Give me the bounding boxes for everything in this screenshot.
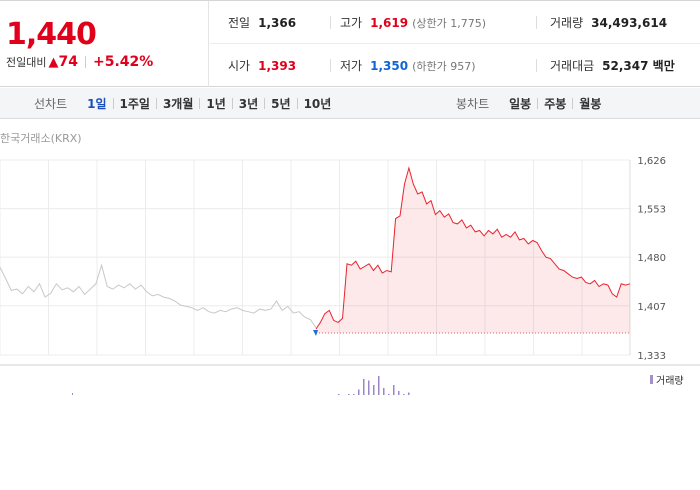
today-area-fill [316, 168, 630, 334]
volume-bar [378, 376, 380, 395]
chart-tabs-bar: 선차트 1일 1주일 3개월 1년 3년 5년 10년 봉차트 일봉 주봉 월봉 [0, 88, 700, 119]
volume-legend-label: 거래량 [656, 376, 684, 387]
trade-value-value: 52,347 백만 [602, 59, 675, 73]
tab-5y[interactable]: 5년 [271, 97, 291, 111]
candle-chart-title: 봉차트 [456, 97, 490, 111]
divider [537, 98, 539, 109]
data-source-label: 한국거래소(KRX) [0, 132, 82, 145]
volume-bar [368, 380, 370, 395]
divider [572, 98, 574, 109]
divider [112, 98, 114, 109]
line-chart-tabs: 선차트 1일 1주일 3개월 1년 3년 5년 10년 [34, 88, 337, 119]
volume-bar [353, 394, 355, 395]
low-cell: 저가 1,350 (하한가 957) [340, 44, 476, 87]
volume-bar [403, 394, 405, 395]
volume-label: 거래량 [550, 16, 584, 30]
low-value: 1,350 [370, 58, 409, 73]
volume-bar [398, 391, 400, 395]
high-label: 고가 [340, 16, 363, 30]
change-label: 전일대비 [6, 56, 47, 69]
candle-chart-tabs: 봉차트 일봉 주봉 월봉 [456, 88, 607, 119]
up-arrow-icon: ▲ [48, 54, 59, 70]
tab-1w[interactable]: 1주일 [119, 97, 150, 111]
high-cell: 고가 1,619 (상한가 1,775) [340, 1, 486, 44]
volume-bar [408, 392, 410, 395]
volume-cell: 거래량 34,493,614 [550, 1, 667, 44]
y-tick-label: 1,480 [637, 253, 666, 264]
divider [296, 98, 298, 109]
quote-header: 1,440 전일대비 ▲ 74 +5.42% 전일 1,366 고가 1,619… [0, 0, 700, 87]
previous-session-line [0, 263, 317, 328]
line-chart-title: 선차트 [34, 97, 68, 111]
divider [330, 16, 331, 29]
volume-bar [363, 379, 365, 395]
volume-legend: 거래량 [650, 372, 684, 387]
divider [231, 98, 233, 109]
trade-value-cell: 거래대금 52,347 백만 [550, 44, 675, 87]
divider [264, 98, 266, 109]
volume-bar [388, 394, 390, 395]
tab-weekly[interactable]: 주봉 [544, 97, 567, 111]
volume-swatch-icon [650, 375, 653, 384]
y-tick-label: 1,626 [637, 156, 666, 167]
prev-close-value: 1,366 [258, 15, 297, 30]
price-summary: 1,440 전일대비 ▲ 74 +5.42% [0, 1, 209, 87]
open-value: 1,393 [258, 58, 297, 73]
info-row-1: 전일 1,366 고가 1,619 (상한가 1,775) 거래량 34,493… [210, 1, 700, 44]
tab-10y[interactable]: 10년 [303, 97, 332, 111]
prev-close-label: 전일 [228, 16, 251, 30]
divider [330, 59, 331, 72]
change-value: 74 [58, 54, 78, 70]
volume-bar [393, 385, 395, 395]
lower-limit: (하한가 957) [412, 59, 476, 73]
divider [155, 98, 157, 109]
volume-value: 34,493,614 [591, 15, 668, 30]
quote-info-table: 전일 1,366 고가 1,619 (상한가 1,775) 거래량 34,493… [210, 1, 700, 87]
info-row-2: 시가 1,393 저가 1,350 (하한가 957) 거래대금 52,347 … [210, 44, 700, 87]
tab-monthly[interactable]: 월봉 [579, 97, 602, 111]
price-chart: 1,333 1,407 1,480 1,553 1,626 [0, 156, 700, 395]
high-value: 1,619 [370, 15, 409, 30]
divider [199, 98, 201, 109]
open-cell: 시가 1,393 [228, 44, 296, 87]
divider [536, 16, 537, 29]
volume-bar [373, 385, 375, 395]
volume-bar [383, 388, 385, 395]
tab-3m[interactable]: 3개월 [162, 97, 194, 111]
low-marker [313, 330, 318, 337]
volume-bar [338, 394, 340, 395]
volume-bar [348, 394, 350, 395]
tab-daily[interactable]: 일봉 [509, 97, 532, 111]
y-tick-label: 1,333 [637, 351, 666, 362]
divider [536, 59, 537, 72]
change-row: 전일대비 ▲ 74 +5.42% [6, 54, 153, 70]
divider [84, 56, 86, 68]
current-price: 1,440 [6, 17, 97, 52]
volume-bar [358, 389, 360, 395]
today-price-line [315, 166, 631, 330]
tab-1d[interactable]: 1일 [87, 97, 107, 111]
tab-3y[interactable]: 3년 [238, 97, 259, 111]
trade-value-label: 거래대금 [550, 59, 595, 73]
change-rate: +5.42% [92, 54, 154, 70]
low-label: 저가 [340, 59, 363, 73]
open-label: 시가 [228, 59, 251, 73]
y-tick-label: 1,553 [637, 205, 666, 216]
upper-limit: (상한가 1,775) [412, 16, 486, 30]
y-tick-label: 1,407 [637, 302, 666, 313]
volume-bar [72, 393, 73, 395]
tab-1y[interactable]: 1년 [206, 97, 226, 111]
prev-close-cell: 전일 1,366 [228, 1, 296, 44]
